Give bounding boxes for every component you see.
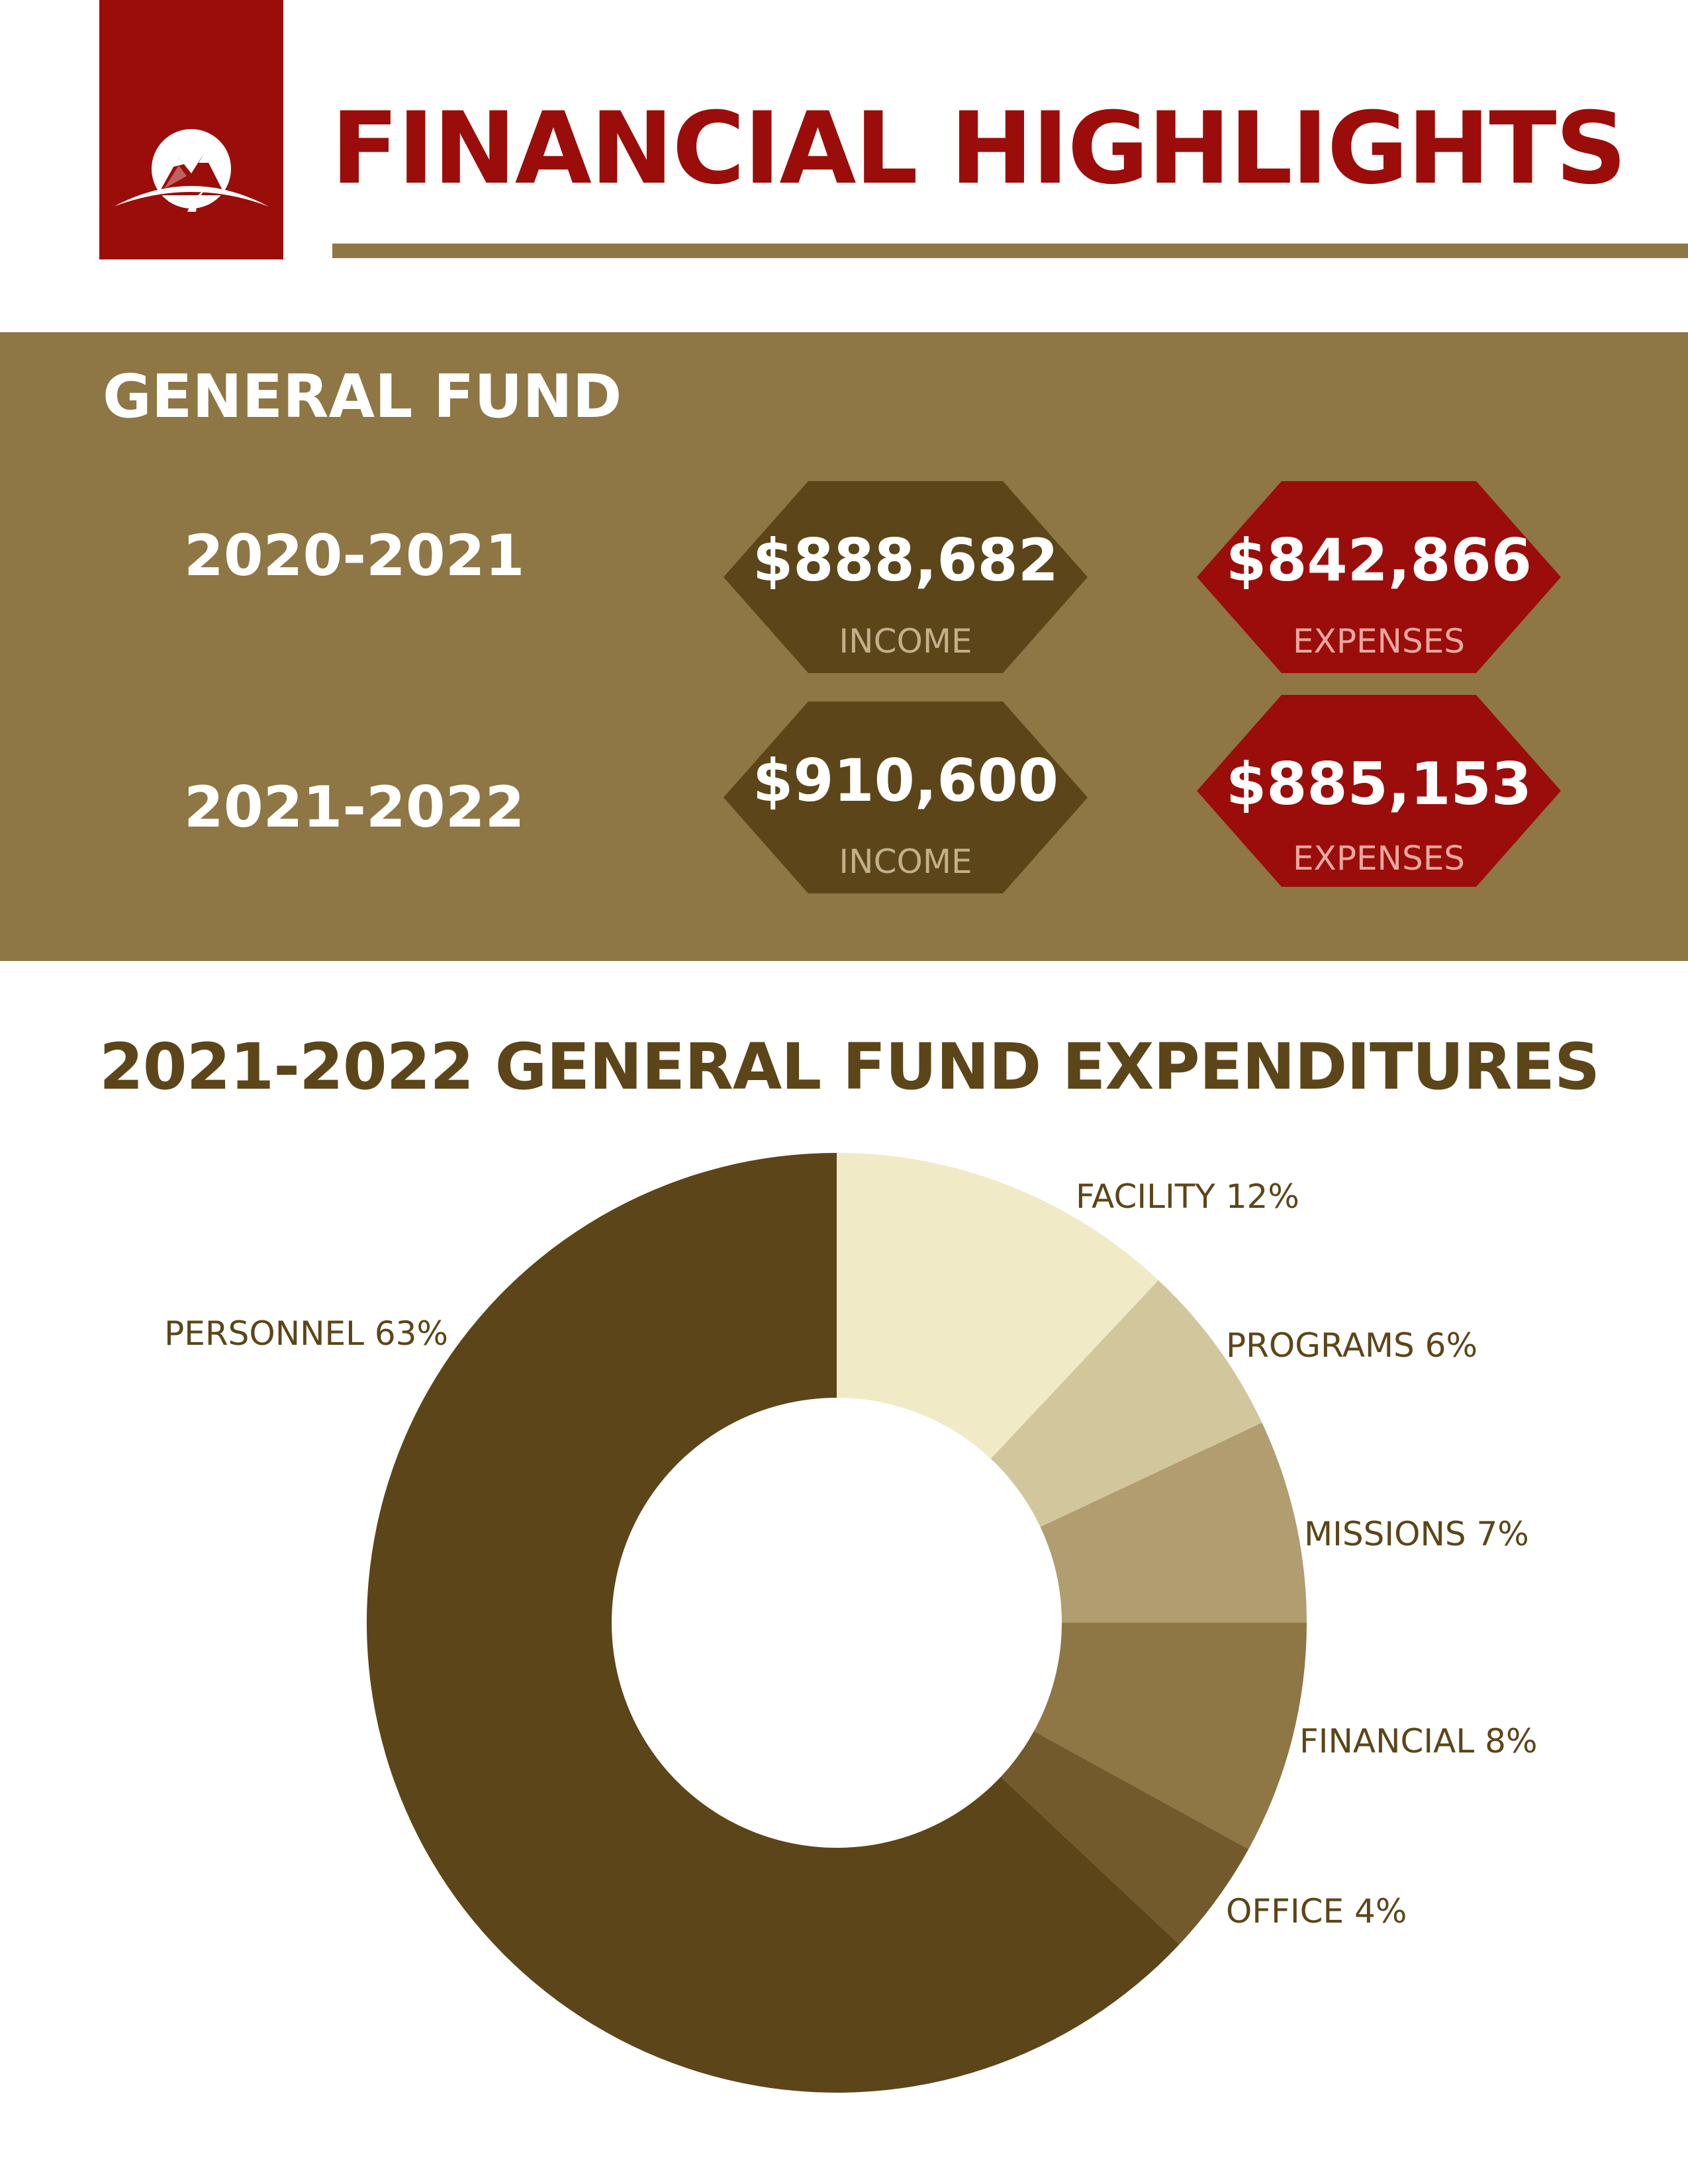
hexagon-shape — [724, 481, 1088, 673]
year-label-2020-2021: 2020-2021 — [184, 523, 525, 589]
slice-label-facility: FACILITY 12% — [1076, 1177, 1299, 1216]
income-badge-2020-2021: $888,682 INCOME — [724, 481, 1088, 673]
expenses-caption: EXPENSES — [1292, 622, 1466, 660]
income-caption: INCOME — [839, 842, 972, 881]
slice-label-personnel: PERSONNEL 63% — [164, 1314, 448, 1353]
mountain-logo-icon — [114, 129, 269, 212]
expenses-badge-2020-2021: $842,866 EXPENSES — [1197, 481, 1561, 673]
chart-title: 2021-2022 GENERAL FUND EXPENDITURES — [99, 1030, 1600, 1104]
hexagon-shape — [1197, 481, 1561, 673]
expenses-amount: $885,153 — [1225, 750, 1532, 818]
income-badge-2021-2022: $910,600 INCOME — [724, 702, 1088, 893]
slice-personnel — [366, 1153, 1180, 2093]
hexagon-shape — [724, 702, 1088, 893]
year-label-2021-2022: 2021-2022 — [184, 774, 525, 841]
income-caption: INCOME — [839, 622, 972, 660]
slice-label-office: OFFICE 4% — [1226, 1892, 1407, 1931]
slice-label-programs: PROGRAMS 6% — [1226, 1326, 1477, 1365]
income-amount: $910,600 — [752, 747, 1059, 815]
hexagon-shape — [1197, 695, 1561, 887]
logo-badge — [99, 0, 283, 259]
page-title: FINANCIAL HIGHLIGHTS — [331, 91, 1627, 206]
expenses-badge-2021-2022: $885,153 EXPENSES — [1197, 695, 1561, 887]
slice-financial — [1033, 1623, 1307, 1850]
slice-label-missions: MISSIONS 7% — [1304, 1515, 1529, 1553]
expenses-amount: $842,866 — [1225, 526, 1532, 594]
slice-label-financial: FINANCIAL 8% — [1299, 1722, 1537, 1760]
expenses-caption: EXPENSES — [1292, 839, 1466, 878]
title-divider — [332, 244, 1688, 258]
slice-missions — [1040, 1422, 1307, 1623]
slice-facility — [837, 1153, 1159, 1459]
general-fund-title: GENERAL FUND — [103, 362, 622, 432]
slice-office — [1000, 1731, 1249, 1945]
slice-programs — [990, 1280, 1262, 1527]
income-amount: $888,682 — [752, 526, 1059, 594]
